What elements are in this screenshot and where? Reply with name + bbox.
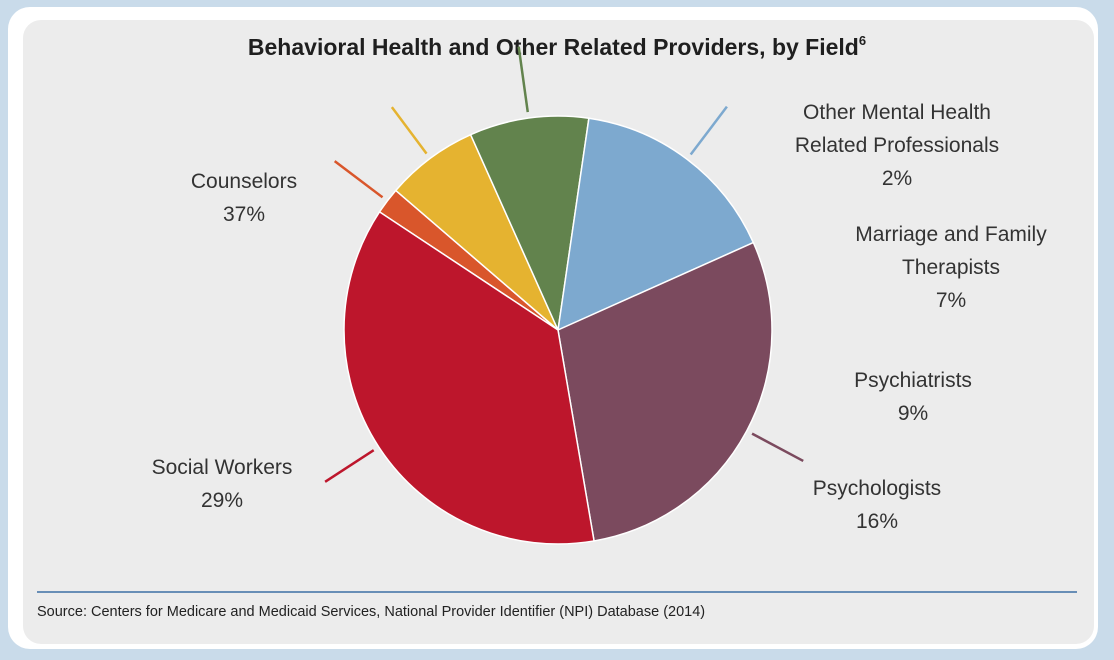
slice-category-label: Social Workers	[152, 456, 293, 479]
chart-title-text: Behavioral Health and Other Related Prov…	[248, 34, 859, 60]
slice-value-label: 2%	[882, 167, 912, 190]
chart-title: Behavioral Health and Other Related Prov…	[248, 33, 866, 60]
pie-slice	[469, 115, 590, 333]
slice-category-label: Counselors	[191, 170, 297, 193]
chart-title-footnote: 6	[859, 33, 866, 48]
slice-category-label: Psychiatrists	[854, 369, 972, 392]
leader-lines	[324, 46, 804, 483]
slice-category-label: Other Mental Health	[803, 101, 991, 124]
slice-value-label: 29%	[201, 489, 243, 512]
leader-line	[517, 46, 530, 113]
slice-category-label: Psychologists	[813, 477, 941, 500]
slice-category-label: Related Professionals	[795, 134, 999, 157]
slice-category-label: Therapists	[902, 256, 1000, 279]
pie-slice	[557, 241, 773, 542]
leader-line	[333, 160, 384, 199]
pie-slices	[343, 115, 773, 545]
source-note: Source: Centers for Medicare and Medicai…	[37, 604, 705, 620]
pie-slice	[343, 210, 595, 545]
leader-line	[751, 432, 804, 463]
slice-value-label: 9%	[898, 402, 928, 425]
leader-line	[390, 106, 428, 155]
leader-line	[689, 105, 728, 156]
pie-slice	[557, 117, 755, 332]
slice-value-label: 7%	[936, 289, 966, 312]
slice-value-label: 16%	[856, 510, 898, 533]
slice-value-label: 37%	[223, 203, 265, 226]
leader-line	[324, 449, 375, 483]
slice-labels: Other Mental Health Related Professionals…	[152, 101, 1048, 533]
slice-category-label: Marriage and Family	[855, 223, 1047, 246]
